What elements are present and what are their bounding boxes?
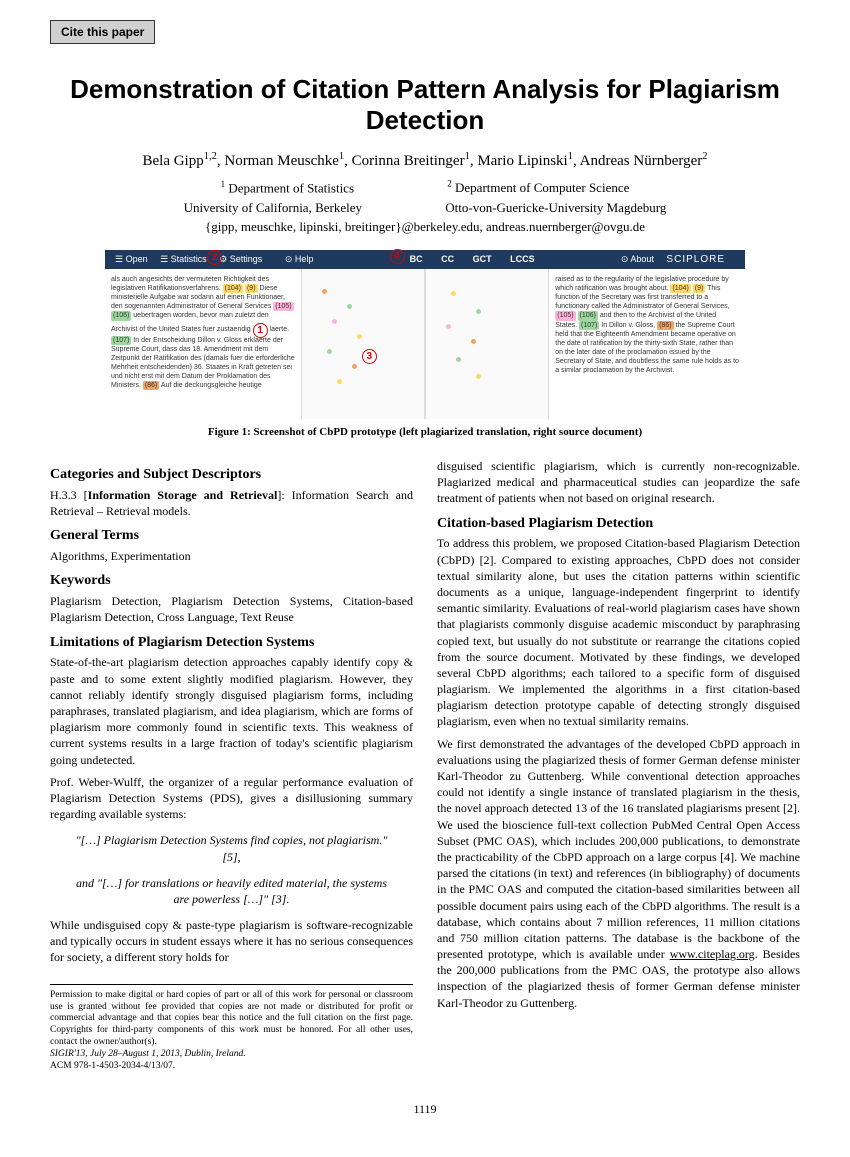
figure-toolbar: ☰ Open ☰ Statistics ⚙ Settings2 ⊙ Help 4… [105, 250, 745, 270]
general-terms-heading: General Terms [50, 527, 413, 546]
limitations-para3: While undisguised copy & paste-type plag… [50, 917, 413, 966]
figure-caption: Figure 1: Screenshot of CbPD prototype (… [50, 425, 800, 440]
limitations-para1: State-of-the-art plagiarism detection ap… [50, 654, 413, 767]
permission-block: Permission to make digital or hard copie… [50, 984, 413, 1073]
paper-title: Demonstration of Citation Pattern Analys… [50, 74, 800, 136]
figure-1: ☰ Open ☰ Statistics ⚙ Settings2 ⊙ Help 4… [105, 250, 745, 420]
figure-center-panel-1: 3 [301, 269, 425, 419]
toolbar-right: ⊙ About SCIPLORE [621, 253, 735, 267]
page-number: 1119 [50, 1101, 800, 1117]
quote-1: "[…] Plagiarism Detection Systems find c… [70, 832, 393, 864]
keywords-heading: Keywords [50, 572, 413, 591]
toolbar-center: 4 BC CC GCT LCCS [402, 253, 543, 265]
figure-center-panel-2 [425, 269, 549, 419]
keywords-text: Plagiarism Detection, Plagiarism Detecti… [50, 593, 413, 625]
limitations-para2: Prof. Weber-Wulff, the organizer of a re… [50, 774, 413, 823]
cbpd-para1: To address this problem, we proposed Cit… [437, 535, 800, 729]
categories-text: H.3.3 [Information Storage and Retrieval… [50, 487, 413, 519]
author-emails: {gipp, meuschke, lipinski, breitinger}@b… [50, 218, 800, 236]
general-terms-text: Algorithms, Experimentation [50, 548, 413, 564]
affiliations: 1 Department of Statistics 2 Department … [50, 178, 800, 197]
toolbar-left: ☰ Open ☰ Statistics ⚙ Settings2 ⊙ Help [115, 253, 323, 265]
figure-right-panel: raised as to the regularity of the legis… [549, 269, 745, 419]
figure-left-panel: als auch angesichts der vermuteten Richt… [105, 269, 301, 419]
quote-2: and "[…] for translations or heavily edi… [70, 875, 393, 907]
cbpd-heading: Citation-based Plagiarism Detection [437, 515, 800, 534]
categories-heading: Categories and Subject Descriptors [50, 466, 413, 485]
right-intro: disguised scientific plagiarism, which i… [437, 458, 800, 507]
institutions: University of California, Berkeley Otto-… [50, 199, 800, 217]
left-column: Categories and Subject Descriptors H.3.3… [50, 458, 413, 1073]
right-column: disguised scientific plagiarism, which i… [437, 458, 800, 1073]
cbpd-para2: We first demonstrated the advantages of … [437, 736, 800, 1011]
limitations-heading: Limitations of Plagiarism Detection Syst… [50, 634, 413, 653]
author-list: Bela Gipp1,2, Norman Meuschke1, Corinna … [50, 150, 800, 171]
cite-paper-button[interactable]: Cite this paper [50, 20, 155, 44]
